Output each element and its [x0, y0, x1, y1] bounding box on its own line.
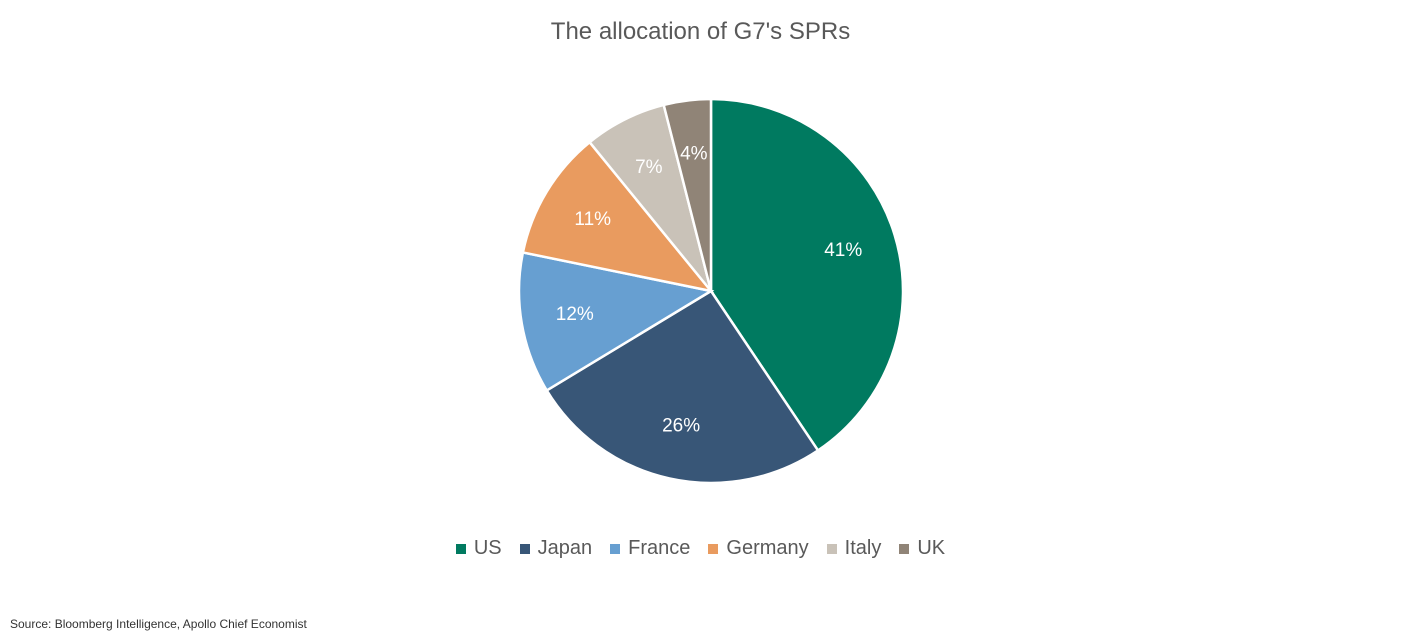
- pie-slice-france[interactable]: [517, 250, 715, 393]
- legend-swatch: [899, 543, 910, 554]
- legend-item-us[interactable]: US: [455, 537, 502, 560]
- pie-slice-uk[interactable]: [662, 97, 713, 292]
- legend-swatch: [826, 543, 837, 554]
- legend-swatch: [708, 543, 719, 554]
- legend-item-italy[interactable]: Italy: [826, 537, 882, 560]
- legend-label: France: [628, 537, 691, 559]
- legend-swatch: [519, 543, 530, 554]
- data-label-japan: 26%: [662, 415, 700, 436]
- data-label-us: 41%: [824, 240, 862, 261]
- legend: US Japan France Germany Italy UK: [0, 537, 1401, 560]
- data-label-germany: 11%: [574, 209, 611, 230]
- pie-slice-japan[interactable]: [545, 289, 820, 485]
- legend-label: US: [473, 537, 502, 559]
- pie-chart: 41% 26% 12% 11% 7% 4%: [517, 97, 905, 485]
- legend-item-japan[interactable]: Japan: [519, 537, 593, 560]
- legend-swatch: [455, 543, 466, 554]
- legend-item-france[interactable]: France: [610, 537, 690, 560]
- legend-item-germany[interactable]: Germany: [708, 537, 809, 560]
- pie-slice-us[interactable]: [709, 97, 905, 453]
- source-note: Source: Bloomberg Intelligence, Apollo C…: [10, 617, 307, 631]
- legend-label: Japan: [537, 537, 593, 559]
- data-label-italy: 7%: [635, 157, 663, 178]
- legend-label: Italy: [844, 537, 882, 559]
- chart-title: The allocation of G7's SPRs: [550, 18, 851, 45]
- legend-label: Germany: [726, 537, 809, 559]
- legend-item-uk[interactable]: UK: [899, 537, 945, 560]
- data-label-uk: 4%: [680, 143, 708, 164]
- legend-label: UK: [917, 537, 946, 559]
- pie-slice-germany[interactable]: [521, 140, 715, 293]
- data-label-france: 12%: [556, 304, 594, 325]
- legend-swatch: [610, 543, 621, 554]
